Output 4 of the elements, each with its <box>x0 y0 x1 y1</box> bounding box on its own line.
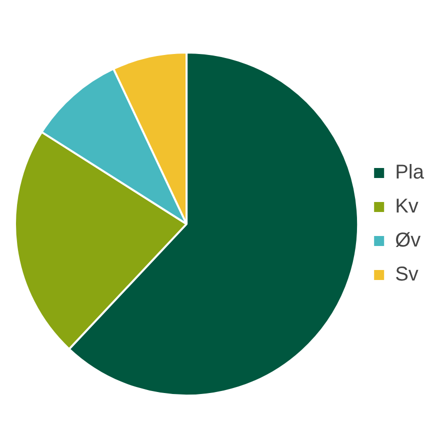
legend-label: Øv <box>395 230 421 252</box>
legend-label: Pla <box>395 162 425 184</box>
legend-label: Kv <box>395 196 418 218</box>
legend-label: Sv <box>395 264 418 286</box>
